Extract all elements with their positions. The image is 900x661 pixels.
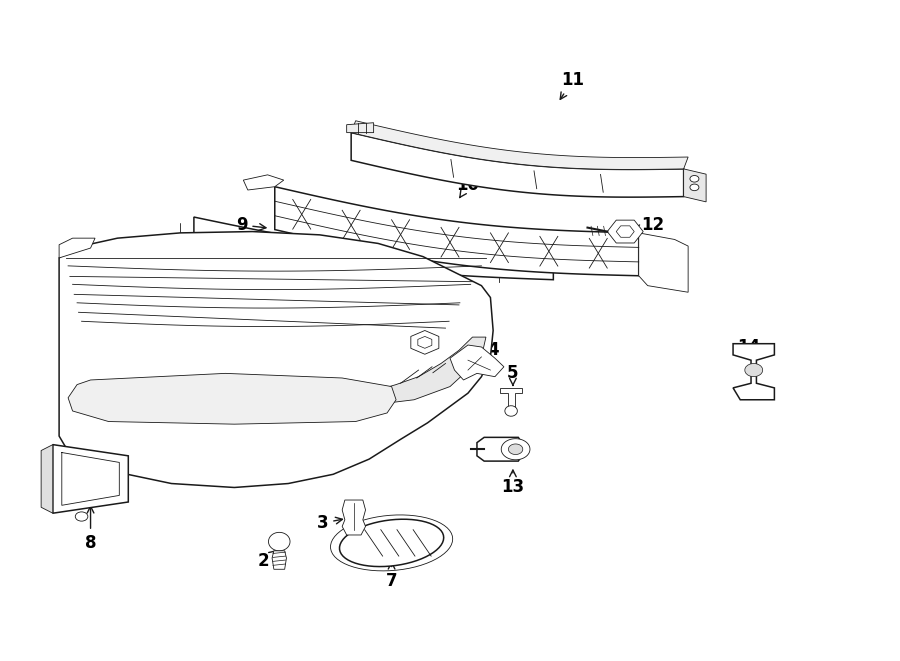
Text: 6: 6: [398, 328, 417, 346]
Text: 9: 9: [236, 216, 266, 234]
Polygon shape: [508, 444, 523, 455]
Text: 13: 13: [501, 470, 525, 496]
Polygon shape: [272, 551, 286, 569]
Text: 8: 8: [85, 506, 96, 552]
Text: 10: 10: [456, 176, 480, 198]
Polygon shape: [418, 336, 432, 348]
Text: 7: 7: [386, 563, 398, 590]
Polygon shape: [639, 233, 688, 292]
Text: 11: 11: [560, 71, 585, 99]
Circle shape: [690, 184, 699, 190]
Polygon shape: [734, 344, 774, 400]
Text: 14: 14: [738, 338, 760, 359]
Polygon shape: [500, 388, 522, 408]
Polygon shape: [450, 345, 504, 380]
Text: 1: 1: [260, 274, 293, 303]
Polygon shape: [59, 231, 493, 487]
Text: 3: 3: [317, 514, 342, 532]
Polygon shape: [346, 123, 374, 133]
Polygon shape: [339, 520, 444, 566]
Polygon shape: [59, 238, 95, 258]
Text: 2: 2: [257, 551, 276, 570]
Polygon shape: [477, 438, 522, 461]
Polygon shape: [243, 175, 284, 190]
Polygon shape: [41, 445, 53, 513]
Polygon shape: [608, 220, 643, 243]
Polygon shape: [268, 532, 290, 551]
Polygon shape: [505, 406, 518, 416]
Polygon shape: [351, 133, 684, 197]
Polygon shape: [684, 169, 706, 202]
Polygon shape: [68, 373, 396, 424]
Polygon shape: [342, 500, 365, 535]
Text: 5: 5: [508, 364, 518, 385]
Polygon shape: [745, 364, 762, 377]
Polygon shape: [501, 439, 530, 460]
Polygon shape: [194, 217, 554, 280]
Circle shape: [76, 512, 88, 521]
Polygon shape: [616, 226, 634, 237]
Polygon shape: [53, 445, 129, 513]
Polygon shape: [351, 121, 688, 169]
Polygon shape: [274, 186, 639, 276]
Circle shape: [690, 175, 699, 182]
Polygon shape: [374, 337, 486, 403]
Text: 4: 4: [482, 341, 499, 360]
Polygon shape: [410, 330, 439, 354]
Text: 12: 12: [634, 216, 664, 234]
